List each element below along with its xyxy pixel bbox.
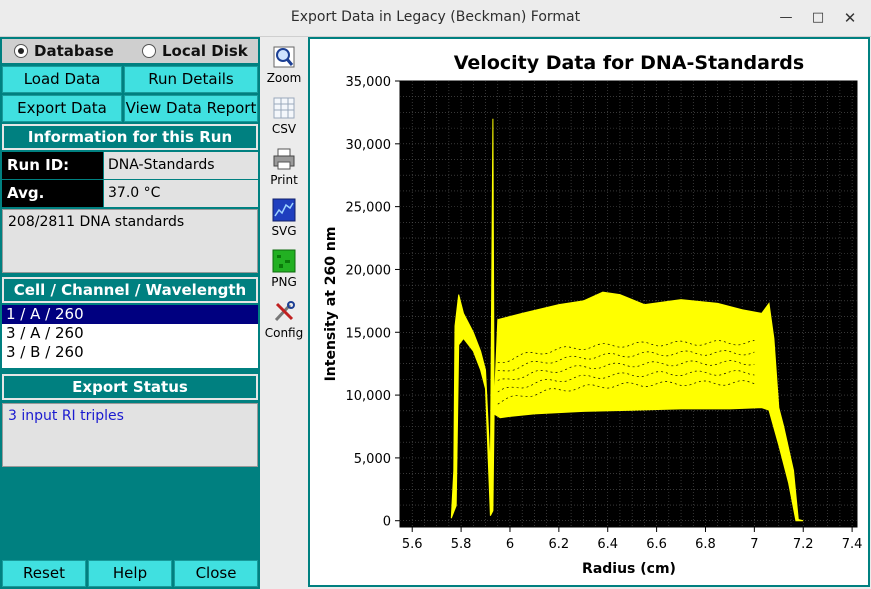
database-radio[interactable]: Database (14, 42, 114, 60)
scan-curve (497, 370, 755, 393)
local-disk-label: Local Disk (162, 42, 248, 60)
maximize-icon[interactable]: □ (811, 10, 825, 25)
x-tick-label: 6 (506, 537, 514, 552)
export-status-message: 3 input RI triples (2, 403, 258, 467)
y-tick-label: 35,000 (346, 75, 392, 90)
scan-curve (497, 340, 755, 364)
csv-icon (273, 97, 295, 119)
reset-button[interactable]: Reset (2, 560, 86, 587)
scan-curve (497, 360, 755, 381)
run-id-label: Run ID: (2, 152, 103, 179)
config-tool[interactable]: Config (260, 300, 308, 340)
zoom-icon (273, 46, 295, 68)
config-label: Config (264, 326, 304, 340)
png-tool[interactable]: PNG (260, 249, 308, 289)
scan-envelope (450, 118, 804, 522)
zoom-tool[interactable]: Zoom (260, 45, 308, 85)
list-item-selected[interactable]: 1 / A / 260 (2, 305, 258, 324)
y-tick-label: 30,000 (346, 138, 392, 153)
png-label: PNG (271, 275, 297, 289)
title-bar: Export Data in Legacy (Beckman) Format —… (0, 0, 871, 37)
run-info-header: Information for this Run (2, 124, 258, 150)
y-tick-label: 0 (383, 515, 391, 530)
print-tool[interactable]: Print (260, 147, 308, 187)
x-tick-label: 5.8 (451, 537, 472, 552)
cell-channel-list[interactable]: 1 / A / 260 3 / A / 260 3 / B / 260 (2, 305, 258, 368)
local-disk-radio[interactable]: Local Disk (142, 42, 248, 60)
y-tick-label: 5,000 (354, 452, 391, 467)
svg-label: SVG (271, 224, 297, 238)
view-data-report-button[interactable]: View Data Report (124, 95, 258, 122)
run-id-value: DNA-Standards (104, 152, 258, 179)
x-tick-label: 7.2 (793, 537, 814, 552)
plot-toolbar: Zoom CSV Print SVG PNG (260, 37, 308, 589)
close-button[interactable]: Close (174, 560, 258, 587)
list-item[interactable]: 3 / B / 260 (6, 343, 84, 361)
csv-tool[interactable]: CSV (260, 96, 308, 136)
svg-tool[interactable]: SVG (260, 198, 308, 238)
run-description[interactable]: 208/2811 DNA standards (2, 209, 258, 273)
data-traces (399, 80, 858, 528)
export-data-button[interactable]: Export Data (2, 95, 122, 122)
export-status-header: Export Status (2, 374, 258, 400)
x-tick-label: 5.6 (402, 537, 423, 552)
y-axis-label: Intensity at 260 nm (323, 227, 339, 382)
zoom-label: Zoom (266, 71, 302, 85)
avg-temp-value: 37.0 °C (104, 180, 258, 207)
x-tick-label: 7.4 (842, 537, 863, 552)
y-tick-label: 20,000 (346, 263, 392, 278)
x-tick-label: 6.8 (695, 537, 716, 552)
scan-curve (497, 350, 755, 372)
x-tick-label: 6.6 (646, 537, 667, 552)
run-details-button[interactable]: Run Details (124, 66, 258, 93)
load-data-button[interactable]: Load Data (2, 66, 122, 93)
y-tick-label: 15,000 (346, 326, 392, 341)
csv-label: CSV (271, 122, 297, 136)
y-tick-label: 25,000 (346, 201, 392, 216)
left-panel: Database Local Disk Load Data Run Detail… (0, 37, 260, 589)
config-icon (274, 301, 295, 322)
avg-temp-label: Avg. Temp.: (2, 180, 103, 229)
y-axis-ticks: 0 5,000 10,000 15,000 20,000 25,000 30,000 35,0… (346, 75, 400, 530)
velocity-chart[interactable]: Velocity Data for DNA-Standards 5.6 5.8 6 6… (310, 39, 868, 585)
y-tick-label: 10,000 (346, 389, 392, 404)
png-icon (272, 249, 296, 273)
plot-border (399, 80, 858, 528)
radio-unselected-icon (142, 44, 156, 58)
list-item[interactable]: 3 / A / 260 (6, 324, 84, 342)
x-axis-ticks: 5.6 5.8 6 6.2 6.4 6.6 6.8 7 7.2 7.4 (402, 527, 863, 552)
close-window-icon[interactable]: ✕ (843, 9, 857, 27)
source-selector: Database Local Disk (2, 39, 258, 63)
x-tick-label: 6.2 (549, 537, 570, 552)
printer-icon (273, 148, 295, 170)
x-tick-label: 7 (750, 537, 758, 552)
cell-channel-header: Cell / Channel / Wavelength (2, 277, 258, 303)
plot-area: Velocity Data for DNA-Standards 5.6 5.8 6 6… (308, 37, 870, 587)
window-title: Export Data in Legacy (Beckman) Format (290, 9, 581, 25)
scan-curve (497, 380, 755, 405)
database-label: Database (34, 42, 114, 60)
radio-selected-icon (14, 44, 28, 58)
x-axis-label: Radius (cm) (582, 561, 676, 577)
x-tick-label: 6.4 (597, 537, 618, 552)
help-button[interactable]: Help (88, 560, 172, 587)
minimize-icon[interactable]: — (779, 10, 793, 25)
chart-title: Velocity Data for DNA-Standards (454, 52, 804, 74)
svg-icon (272, 198, 296, 222)
print-label: Print (270, 173, 298, 187)
